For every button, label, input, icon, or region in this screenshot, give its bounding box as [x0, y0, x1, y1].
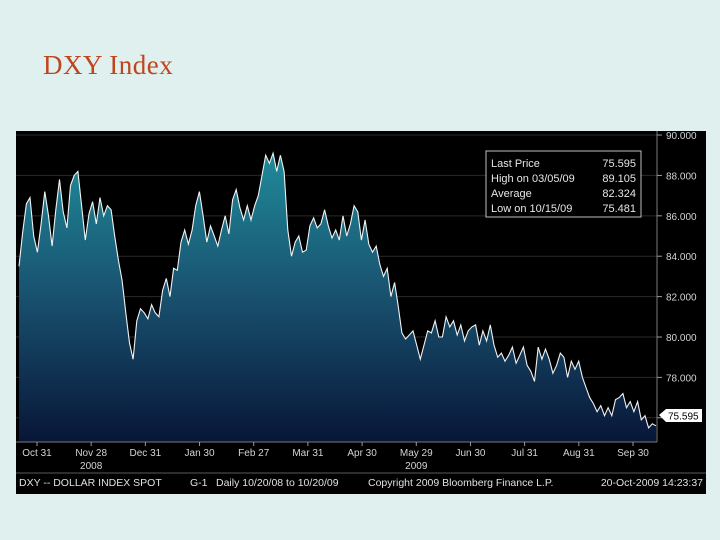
x-tick-year-label: 2008	[80, 461, 103, 472]
stat-label-average: Average	[491, 188, 532, 200]
footer-bar: DXY -- DOLLAR INDEX SPOT G-1 Daily 10/20…	[19, 477, 703, 489]
x-tick-label: Mar 31	[292, 448, 324, 459]
x-axis: Oct 31 Nov 28 2008 Dec 31 Jan 30 Feb 27 Mar 31…	[22, 442, 649, 472]
stat-value-last-price: 75.595	[602, 158, 636, 170]
x-tick-label: Feb 27	[238, 448, 270, 459]
y-tick-label: 88.000	[666, 171, 697, 182]
price-chart: 90.000 88.000 86.000 84.000 82.000 80.000 78.0…	[16, 131, 706, 494]
x-tick-label: Jan 30	[185, 448, 215, 459]
y-tick-label: 84.000	[666, 252, 697, 263]
x-tick-label: Oct 31	[22, 448, 52, 459]
x-tick-year-label: 2009	[405, 461, 428, 472]
stats-box: Last Price 75.595 High on 03/05/09 89.10…	[485, 150, 642, 218]
bloomberg-chart-panel: 90.000 88.000 86.000 84.000 82.000 80.000 78.0…	[16, 131, 706, 494]
y-tick-label: 78.000	[666, 373, 697, 384]
price-line	[18, 151, 657, 429]
x-tick-label: May 29	[400, 448, 433, 459]
last-price-tag-value: 75.595	[668, 412, 699, 423]
x-tick-label: Nov 28	[75, 448, 107, 459]
price-area	[19, 153, 656, 442]
y-tick-label: 86.000	[666, 212, 697, 223]
x-tick-label: Sep 30	[617, 448, 649, 459]
x-tick-label: Dec 31	[130, 448, 162, 459]
x-tick-label: Apr 30	[347, 448, 377, 459]
footer-copyright: Copyright 2009 Bloomberg Finance L.P.	[368, 477, 553, 489]
page-title: DXY Index	[43, 50, 174, 80]
footer-timestamp: 20-Oct-2009 14:23:37	[601, 477, 703, 489]
footer-code: G-1	[190, 477, 208, 489]
stat-value-average: 82.324	[602, 188, 636, 200]
stat-value-low: 75.481	[602, 203, 636, 215]
x-tick-label: Jul 31	[511, 448, 538, 459]
stat-value-high: 89.105	[602, 173, 636, 185]
stat-label-low: Low on 10/15/09	[491, 203, 572, 215]
y-tick-label: 90.000	[666, 131, 697, 142]
x-tick-label: Aug 31	[563, 448, 595, 459]
stat-label-high: High on 03/05/09	[491, 173, 575, 185]
footer-ticker: DXY -- DOLLAR INDEX SPOT	[19, 477, 162, 489]
last-price-tag: 75.595	[659, 409, 702, 423]
x-tick-label: Jun 30	[455, 448, 485, 459]
footer-range: Daily 10/20/08 to 10/20/09	[216, 477, 339, 489]
y-tick-label: 82.000	[666, 293, 697, 304]
y-tick-label: 80.000	[666, 333, 697, 344]
stat-label-last-price: Last Price	[491, 158, 540, 170]
